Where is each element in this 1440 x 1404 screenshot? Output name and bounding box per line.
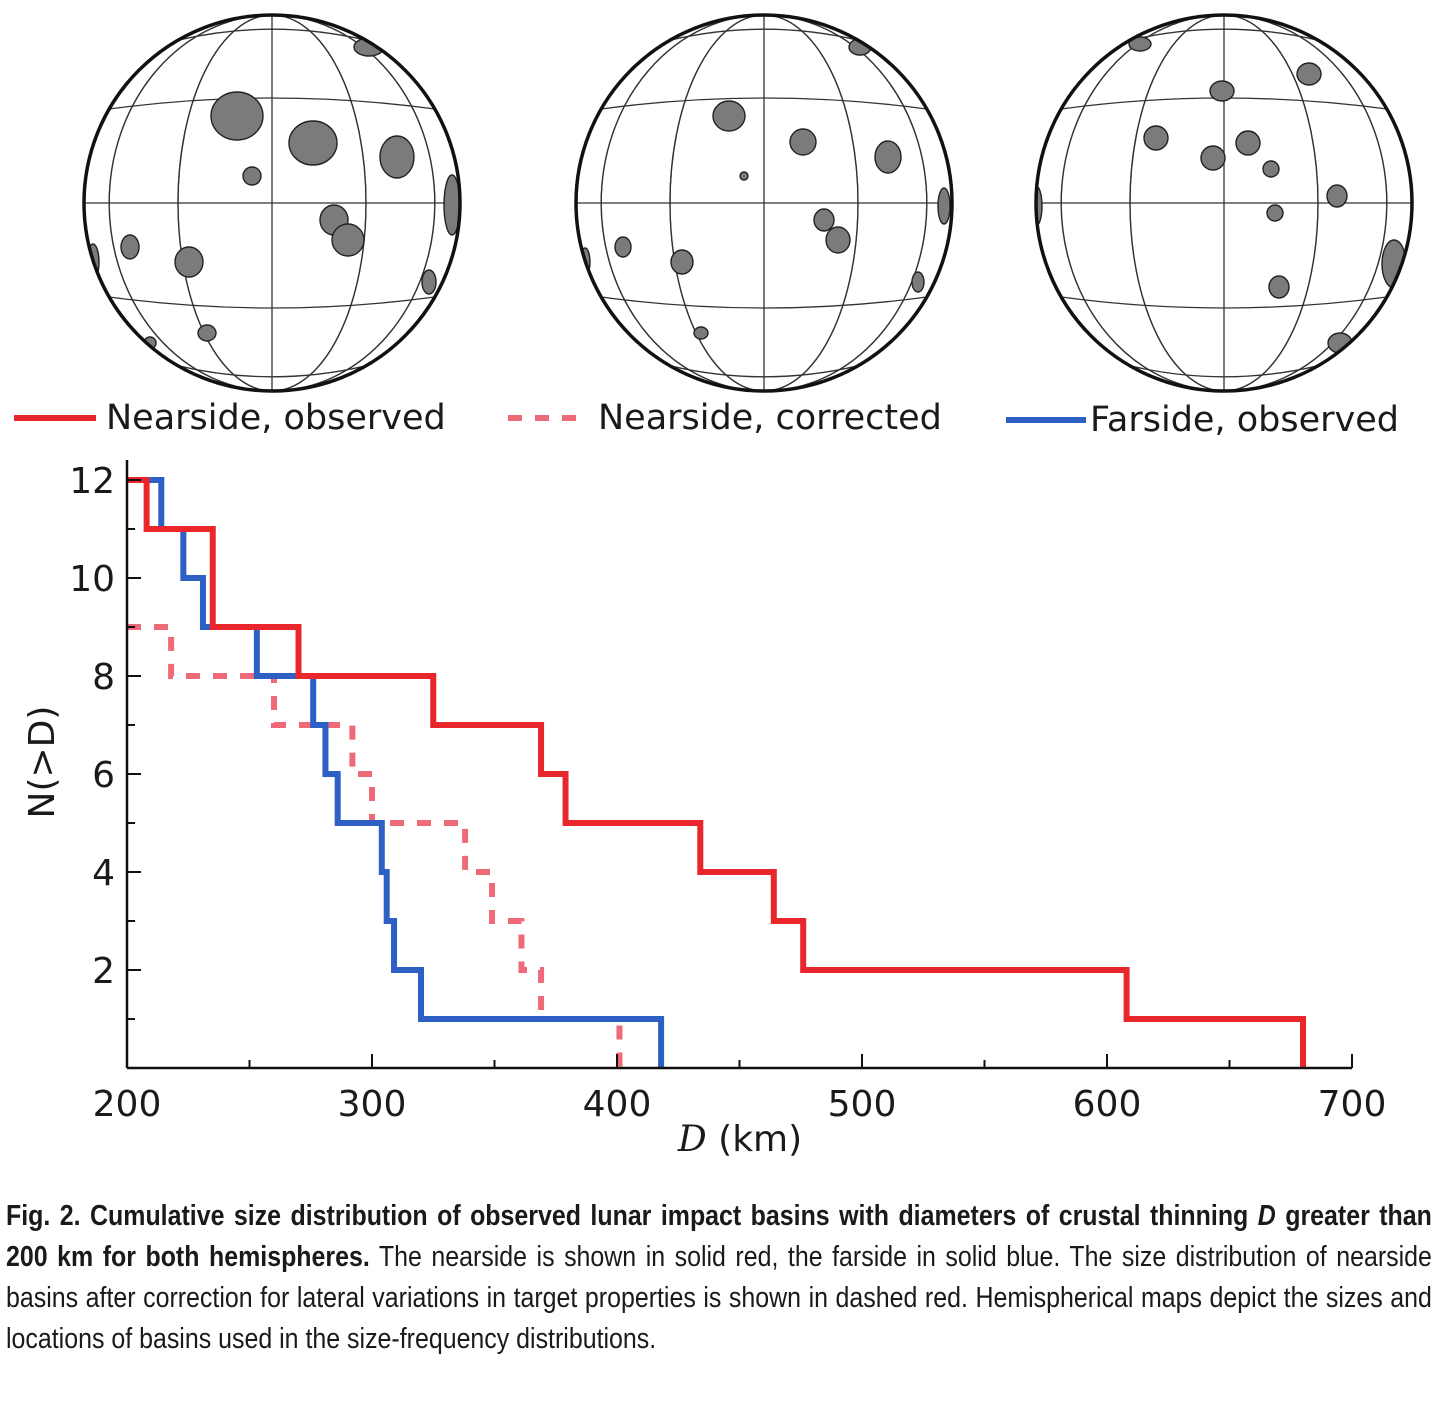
basin-marker: [693, 326, 709, 340]
globe-nearside-observed: [82, 13, 462, 393]
legend: Nearside, observed Nearside, corrected F…: [14, 398, 1399, 440]
basin-marker: [210, 91, 264, 141]
basin-marker: [120, 234, 140, 260]
globe-outline: [574, 13, 954, 393]
basin-marker: [789, 128, 817, 156]
y-tick-label: 10: [69, 559, 115, 600]
basin-marker: [825, 226, 851, 254]
basin-marker: [614, 236, 632, 258]
basin-marker: [1296, 62, 1322, 86]
basin-marker: [421, 269, 437, 295]
y-tick-label: 4: [92, 853, 115, 894]
globe-outline: [1034, 13, 1414, 393]
y-tick-label: 2: [92, 951, 115, 992]
plot-area: 200 300 400 500 600 700 2 4 6 8 10 12 D (km) N(>D): [22, 460, 1386, 1160]
series-line-farside-observed: [127, 477, 665, 1068]
basin-marker: [331, 223, 365, 257]
x-tick-label: 500: [828, 1084, 897, 1125]
caption-bold-lead: Fig. 2. Cumulative size distribution of …: [6, 1200, 1258, 1232]
globe-outline: [82, 13, 462, 393]
series-line-nearside-corrected: [127, 624, 623, 1068]
figure-caption: Fig. 2. Cumulative size distribution of …: [6, 1196, 1432, 1360]
basin-marker: [1235, 130, 1261, 156]
basin-marker: [1262, 160, 1280, 178]
x-tick-label: 300: [338, 1084, 407, 1125]
y-axis-label: N(>D): [22, 706, 63, 819]
legend-label-farside-observed: Farside, observed: [1090, 400, 1399, 440]
basin-marker: [379, 135, 415, 179]
basin-marker: [1143, 125, 1169, 151]
globe-nearside-corrected: [574, 13, 954, 393]
x-tick-label: 400: [583, 1084, 652, 1125]
basin-marker: [1036, 185, 1043, 227]
caption-bold-rest: greater than 200 km for both hemispheres…: [6, 1200, 1432, 1273]
basin-marker: [1128, 36, 1152, 52]
basin-marker: [937, 187, 951, 225]
figure: Nearside, observed Nearside, corrected F…: [14, 13, 1414, 1160]
y-tick-label: 6: [92, 755, 115, 796]
caption-bold-variable: D: [1257, 1200, 1276, 1232]
basin-marker: [670, 249, 694, 275]
basin-marker: [1266, 204, 1284, 222]
x-tick-label: 600: [1073, 1084, 1142, 1125]
basin-marker: [712, 100, 746, 132]
basin-marker: [1326, 184, 1348, 208]
basin-marker: [174, 246, 204, 278]
basin-marker: [1200, 145, 1226, 171]
y-tick-label: 12: [69, 461, 115, 502]
caption-body: The nearside is shown in solid red, the …: [6, 1241, 1432, 1355]
basin-marker: [197, 324, 217, 342]
x-tick-label: 700: [1318, 1084, 1387, 1125]
x-axis-label: D (km): [677, 1119, 802, 1160]
legend-label-nearside-observed: Nearside, observed: [106, 398, 446, 438]
globe-farside-observed: [1034, 13, 1414, 393]
basin-marker: [911, 271, 925, 293]
basin-marker: [443, 174, 460, 236]
basin-marker: [288, 120, 338, 166]
series-line-nearside-observed: [127, 477, 1306, 1068]
basin-marker: [1209, 80, 1235, 102]
basin-marker: [1268, 275, 1290, 299]
basin-marker: [242, 166, 262, 186]
basin-marker: [739, 171, 749, 181]
basin-marker: [874, 140, 902, 174]
y-tick-label: 8: [92, 657, 115, 698]
x-tick-label: 200: [93, 1084, 162, 1125]
basin-marker: [813, 208, 835, 232]
legend-label-nearside-corrected: Nearside, corrected: [598, 398, 942, 438]
